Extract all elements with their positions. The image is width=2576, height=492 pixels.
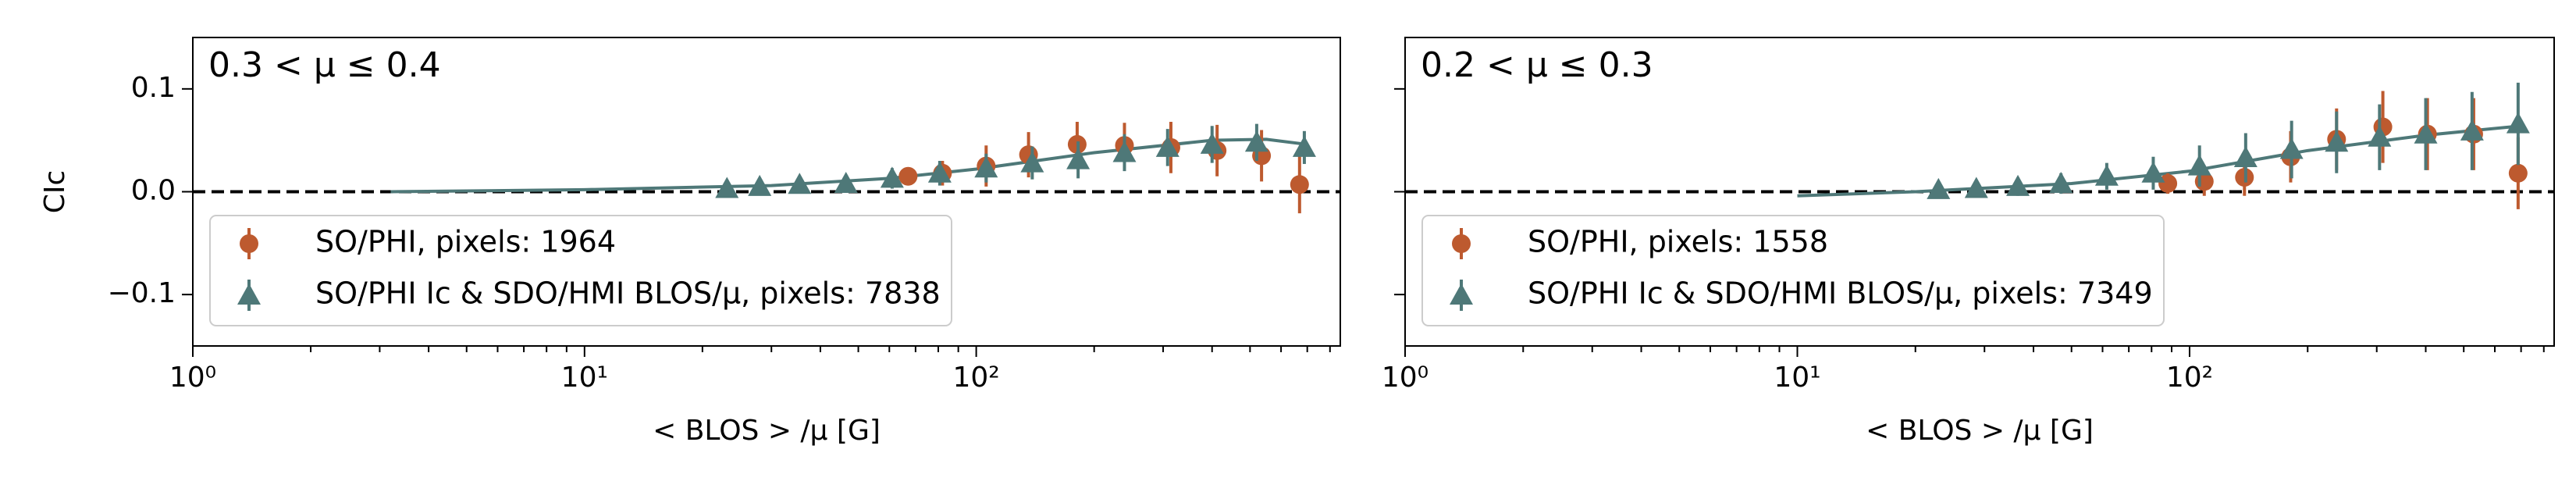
legend-box [209,215,952,326]
data-point [1155,135,1179,157]
legend-box [1421,215,2165,326]
data-point [1066,148,1091,169]
data-point [748,174,772,196]
panel-label: 0.2 < μ ≤ 0.3 [1421,45,1653,85]
x-tick-label: 10² [952,362,999,394]
fit-line [390,137,1308,194]
data-point [834,171,858,193]
data-point [2279,137,2304,159]
data-point [1112,141,1137,162]
x-tick-label: 10⁰ [169,362,216,394]
y-tick-label: 0.1 [131,72,176,104]
data-point [2414,122,2438,144]
y-tick-label: 0.0 [131,175,176,207]
data-point [1927,177,1951,199]
data-point [1200,132,1224,154]
x-axis-label: < BLOS > /μ [G] [653,415,881,447]
y-tick-label: −0.1 [108,277,176,309]
legend-label: SO/PHI Ic & SDO/HMI BLOS/μ, pixels: 7349 [1528,276,2153,311]
data-point [1964,176,1988,198]
data-point [898,166,918,186]
legend-label: SO/PHI, pixels: 1964 [315,225,616,259]
legend-marker [1450,283,1473,305]
legend-marker [237,283,261,305]
y-axis-label: CIc [39,170,71,214]
x-tick-label: 10² [2166,362,2213,394]
plot-frame [1404,37,2555,347]
data-point [2094,164,2119,186]
panel-label: 0.3 < μ ≤ 0.4 [208,45,441,85]
data-point [2368,125,2392,147]
legend-label: SO/PHI, pixels: 1558 [1528,225,1828,259]
data-point [974,156,998,178]
data-point [788,173,812,194]
data-point [2187,154,2211,176]
legend-label: SO/PHI Ic & SDO/HMI BLOS/μ, pixels: 7838 [315,276,941,311]
data-point [2233,146,2258,168]
data-point [2049,171,2073,193]
data-point [715,176,739,198]
legend-marker [1452,234,1471,253]
plot-frame [192,37,1341,347]
x-axis-label: < BLOS > /μ [G] [1866,415,2094,447]
data-point [2460,119,2484,141]
data-point [2325,130,2349,152]
x-tick-label: 10¹ [561,362,608,394]
data-point [2506,112,2530,134]
data-point [880,166,904,188]
x-tick-label: 10⁰ [1382,362,1429,394]
data-point [927,161,952,183]
data-point [1020,151,1044,173]
data-point [1244,130,1268,152]
data-point [1292,135,1316,157]
data-point [1290,175,1309,194]
legend-marker [240,234,258,253]
x-tick-label: 10¹ [1774,362,1820,394]
data-point [2508,163,2528,183]
data-point [2158,173,2178,193]
data-point [2141,161,2165,183]
data-point [2006,174,2030,196]
